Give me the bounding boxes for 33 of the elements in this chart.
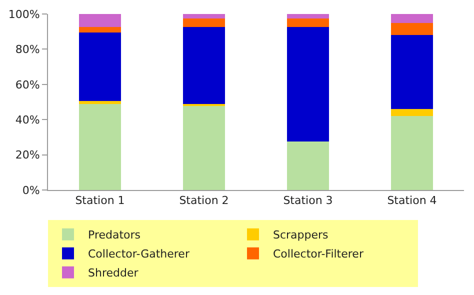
legend-label: Shredder (88, 266, 139, 280)
legend-label: Collector-Gatherer (88, 248, 190, 261)
y-tick-label: 100% (8, 8, 40, 21)
bar (79, 32, 121, 102)
y-tick-label: 80% (15, 43, 40, 56)
y-tick-label: 40% (15, 113, 40, 126)
legend-label: Scrappers (273, 228, 329, 242)
y-tick-label: 0% (22, 184, 40, 197)
y-tick-label: 20% (15, 148, 40, 162)
bar (391, 109, 433, 116)
bar (287, 142, 329, 190)
bar (79, 14, 121, 28)
x-tick-label: Station 3 (283, 194, 333, 208)
bar (287, 27, 329, 142)
legend-label: Predators (88, 228, 141, 242)
bar (391, 116, 433, 190)
bar (79, 104, 121, 190)
bar (391, 35, 433, 110)
bar (79, 27, 121, 32)
bar (183, 106, 225, 190)
bar (183, 18, 225, 28)
bar (391, 22, 433, 36)
bar (287, 18, 329, 28)
x-tick-label: Station 2 (179, 194, 229, 208)
bar (183, 27, 225, 104)
x-tick-label: Station 1 (75, 194, 125, 208)
y-tick-label: 60% (15, 78, 40, 92)
bar (391, 14, 433, 23)
x-tick-label: Station 4 (387, 194, 437, 208)
bar (183, 14, 225, 18)
legend-label: Collector-Filterer (273, 248, 364, 261)
bar (287, 14, 329, 18)
bar (79, 101, 121, 104)
